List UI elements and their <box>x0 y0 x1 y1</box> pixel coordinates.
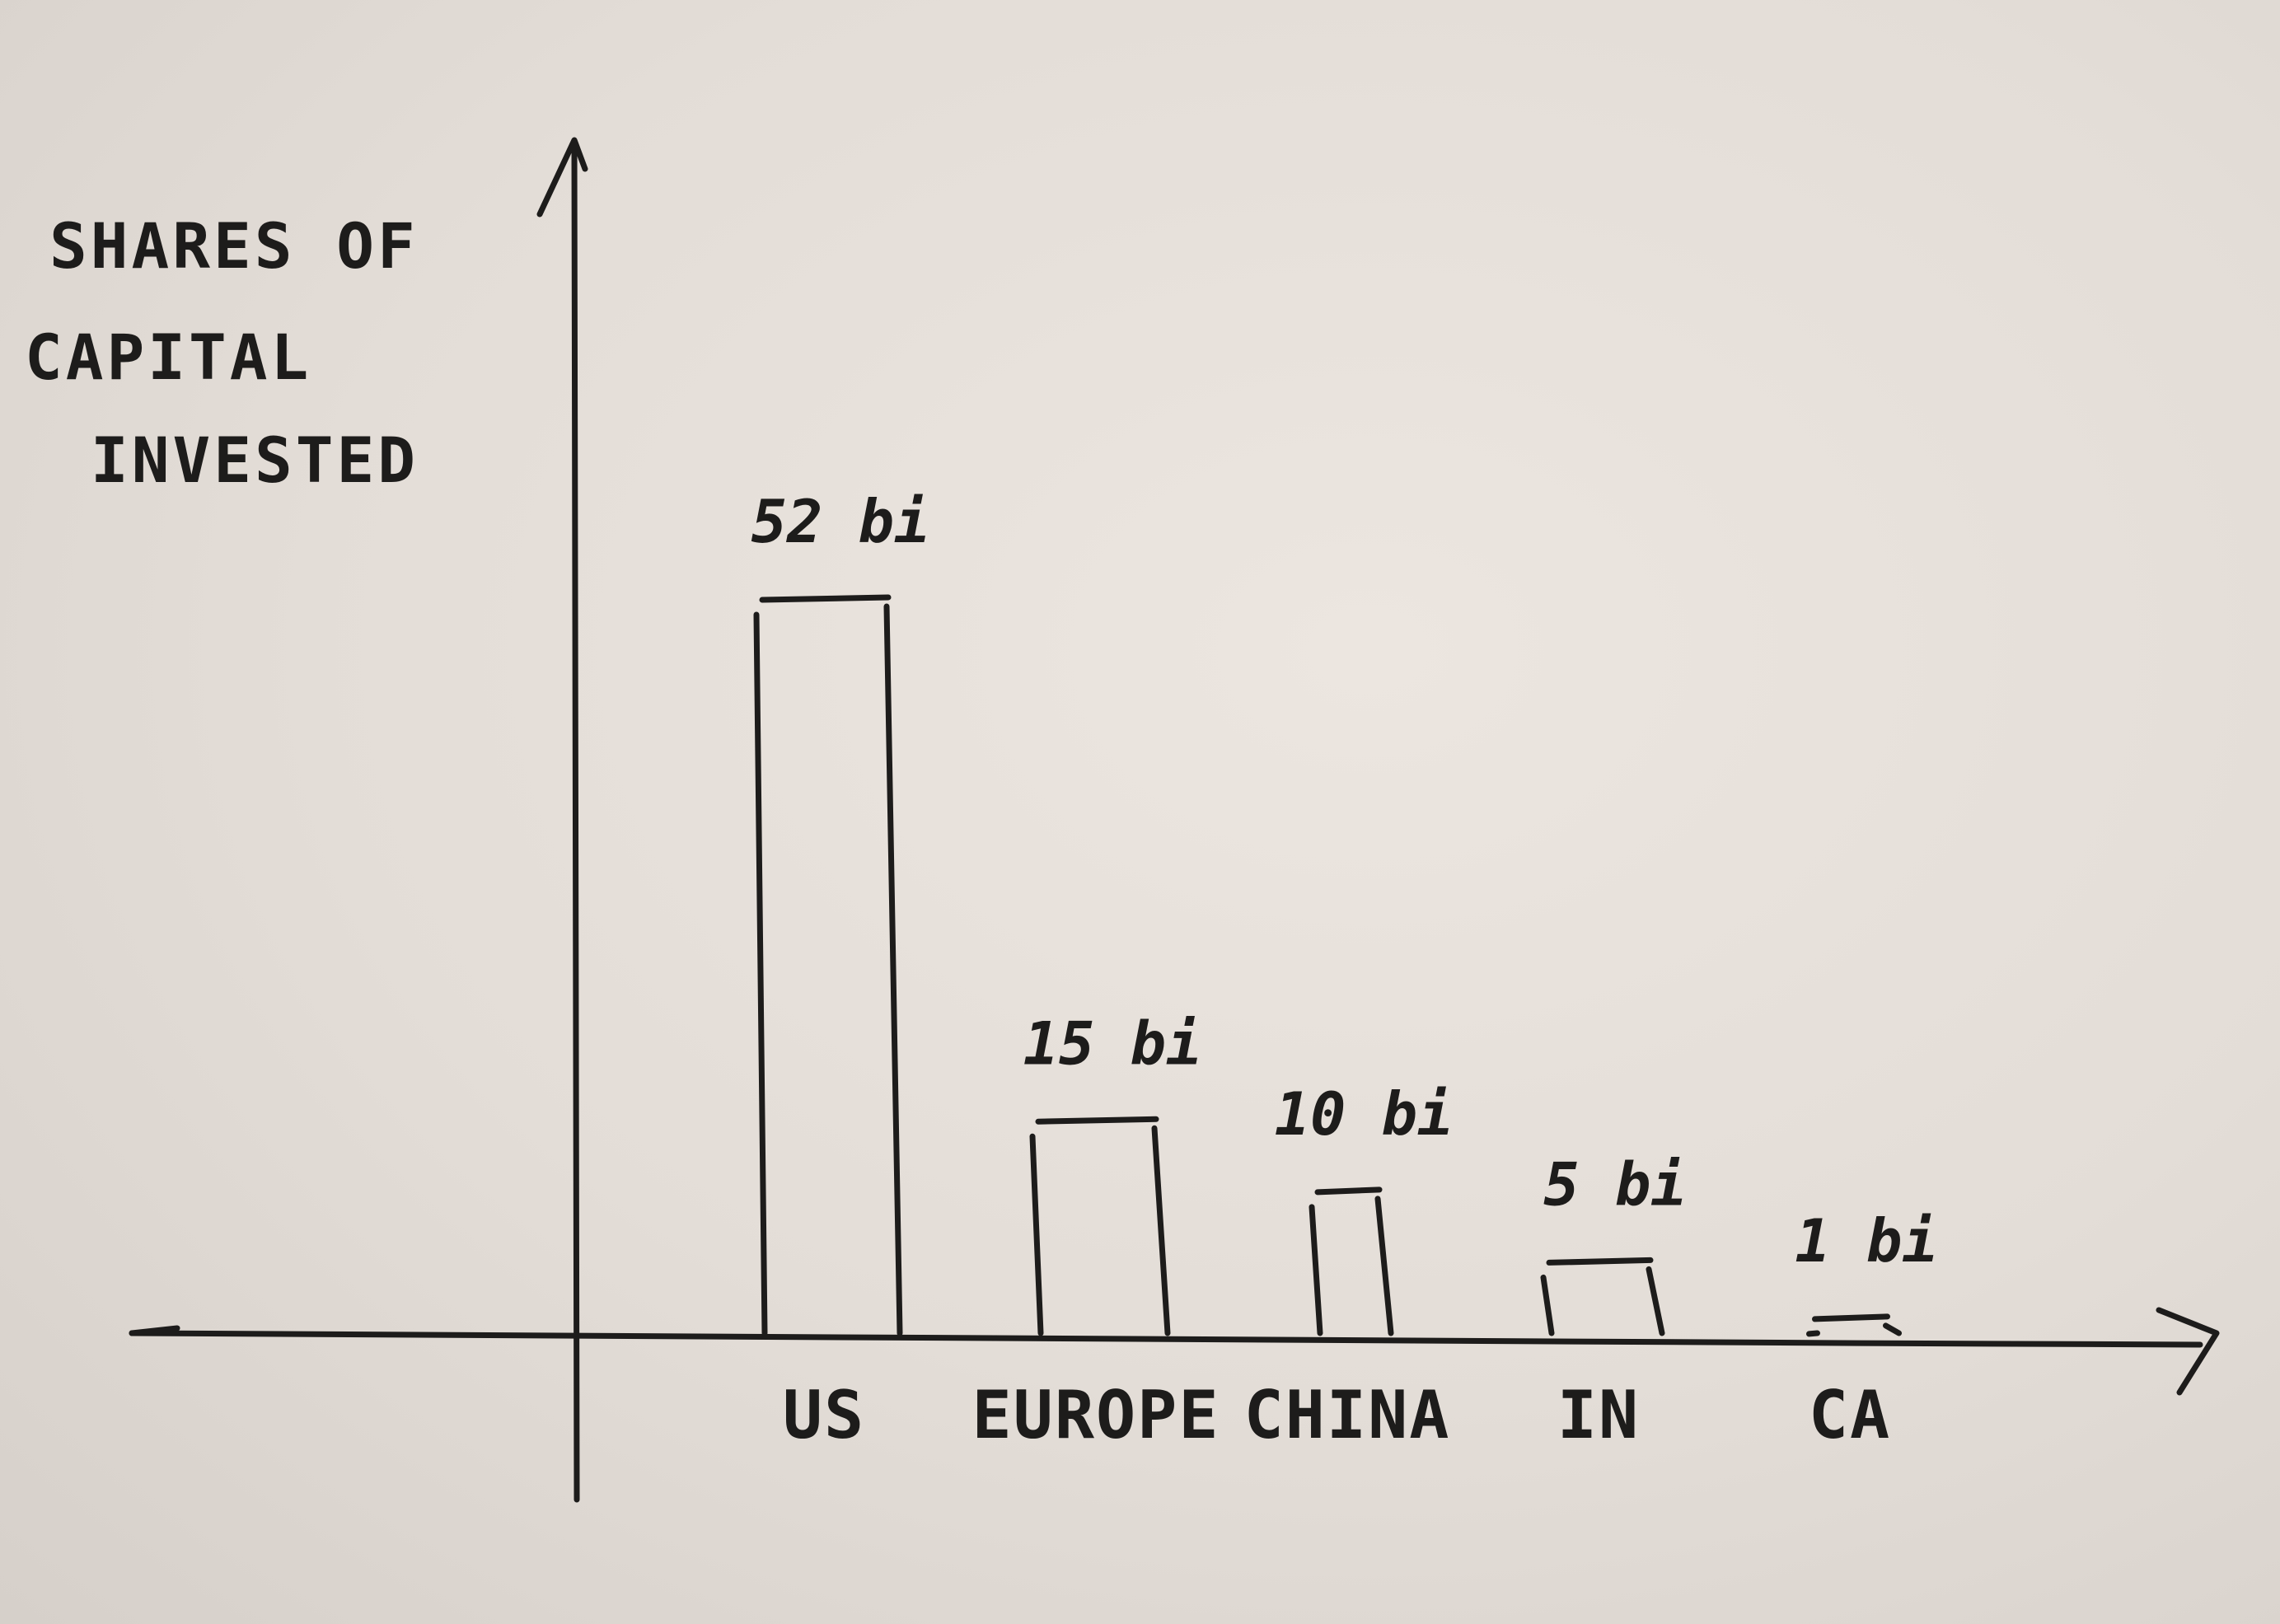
value-label-ca: 1 bi <box>1795 1206 1937 1275</box>
bars-group <box>753 594 1902 1337</box>
bar-china <box>1309 1186 1394 1336</box>
value-label-us: 52 bi <box>751 487 930 556</box>
category-label-ca: CA <box>1809 1377 1891 1453</box>
value-labels-group: 52 bi 15 bi 10 bi 5 bi 1 bi <box>751 487 1938 1275</box>
bar-us <box>753 594 903 1336</box>
bar-ca <box>1806 1313 1902 1337</box>
category-labels-group: US EUROPE CHINA IN CA <box>783 1377 1891 1453</box>
category-label-in: IN <box>1557 1377 1640 1453</box>
category-label-china: CHINA <box>1244 1377 1451 1453</box>
value-label-in: 5 bi <box>1543 1149 1686 1219</box>
value-label-china: 10 bi <box>1275 1079 1454 1149</box>
axes <box>129 137 2220 1503</box>
x-axis-arrow-icon <box>2156 1307 2220 1396</box>
category-label-europe: EUROPE <box>972 1377 1220 1453</box>
bar-europe <box>1029 1116 1171 1336</box>
x-axis-back-tick <box>129 1325 180 1336</box>
category-label-us: US <box>783 1377 865 1453</box>
y-axis-label: SHARES OF CAPITAL INVESTED <box>25 209 419 497</box>
y-axis-label-line-3: INVESTED <box>91 424 419 497</box>
y-axis-line <box>571 141 580 1503</box>
x-axis-line <box>129 1330 2203 1348</box>
y-axis-label-line-1: SHARES OF <box>49 209 419 283</box>
value-label-europe: 15 bi <box>1023 1009 1202 1078</box>
y-axis-arrow-icon <box>536 137 588 218</box>
bar-in <box>1540 1257 1665 1336</box>
y-axis-label-line-2: CAPITAL <box>25 321 311 394</box>
